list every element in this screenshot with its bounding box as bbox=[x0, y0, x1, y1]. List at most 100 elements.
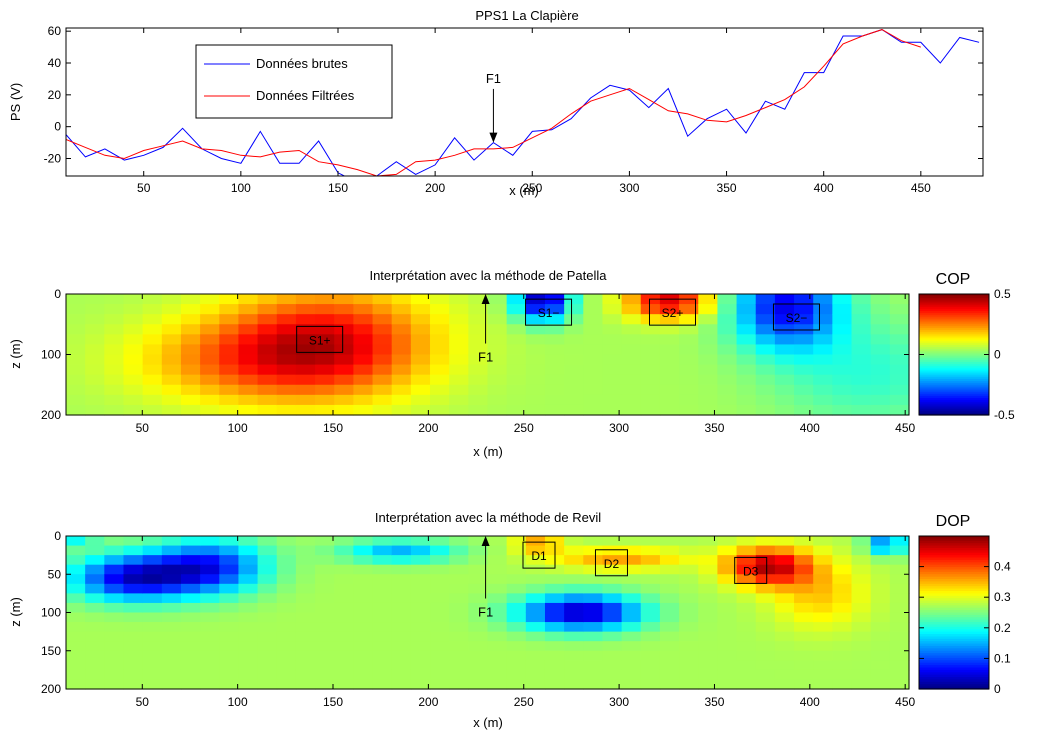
heatmap-cell bbox=[717, 583, 738, 594]
heatmap-cell bbox=[889, 622, 910, 633]
heatmap-cell bbox=[180, 612, 201, 623]
heatmap-cell bbox=[736, 612, 757, 623]
heatmap-cell bbox=[851, 564, 872, 575]
heatmap-cell bbox=[774, 660, 795, 671]
heatmap-cell bbox=[832, 536, 853, 547]
heatmap-cell bbox=[334, 384, 354, 396]
heatmap-cell bbox=[315, 354, 335, 366]
heatmap-cell bbox=[640, 631, 661, 642]
heatmap-cell bbox=[219, 294, 240, 305]
heatmap-cell bbox=[640, 574, 661, 585]
heatmap-cell bbox=[123, 641, 144, 652]
heatmap-cell bbox=[602, 384, 623, 396]
heatmap-cell bbox=[372, 374, 393, 386]
heatmap-cell bbox=[755, 602, 776, 614]
heatmap-cell bbox=[161, 583, 182, 594]
heatmap-cell bbox=[391, 344, 412, 356]
heatmap-cell bbox=[774, 374, 795, 386]
heatmap-cell bbox=[659, 384, 680, 396]
heatmap-cell bbox=[813, 304, 833, 315]
heatmap-cell bbox=[564, 564, 584, 575]
heatmap-cell bbox=[640, 324, 661, 335]
heatmap-cell bbox=[564, 583, 584, 594]
colorbar-step bbox=[919, 567, 989, 571]
x-tick-label: 150 bbox=[328, 181, 348, 195]
heatmap-cell bbox=[449, 555, 469, 566]
heatmap-cell bbox=[200, 631, 220, 642]
heatmap-cell bbox=[851, 384, 872, 396]
heatmap-cell bbox=[180, 364, 201, 376]
heatmap-cell bbox=[889, 384, 910, 396]
heatmap-cell bbox=[813, 324, 833, 335]
colorbar-step bbox=[919, 629, 989, 633]
heatmap-cell bbox=[238, 344, 259, 356]
heatmap-cell bbox=[161, 384, 182, 396]
heatmap-cell bbox=[200, 364, 220, 376]
heatmap-cell bbox=[736, 555, 757, 566]
heatmap-cell bbox=[813, 612, 833, 623]
heatmap-cell bbox=[851, 631, 872, 642]
heatmap-cell bbox=[564, 324, 584, 335]
heatmap-cell bbox=[200, 324, 220, 335]
heatmap-cell bbox=[430, 574, 450, 585]
colorbar-step bbox=[919, 588, 989, 592]
colorbar-step bbox=[919, 405, 989, 409]
heatmap-cell bbox=[851, 602, 872, 614]
heatmap-cell bbox=[487, 364, 508, 376]
heatmap-cell bbox=[487, 344, 508, 356]
heatmap-cell bbox=[506, 314, 527, 325]
heatmap-cell bbox=[679, 564, 699, 575]
heatmap-cell bbox=[487, 631, 508, 642]
heatmap-cell bbox=[334, 564, 354, 575]
heatmap-cell bbox=[813, 555, 833, 566]
heatmap-cell bbox=[602, 622, 623, 633]
heatmap-cell bbox=[334, 602, 354, 614]
cop-colorbar: -0.5 0 0.5 bbox=[918, 287, 1015, 422]
heatmap-cell bbox=[774, 631, 795, 642]
heatmap-cell bbox=[659, 354, 680, 366]
heatmap-cell bbox=[353, 304, 374, 315]
heatmap-cell bbox=[794, 536, 814, 547]
heatmap-cell bbox=[334, 641, 354, 652]
heatmap-cell bbox=[430, 314, 450, 325]
heatmap-cell bbox=[602, 669, 623, 681]
anomaly-label: S2− bbox=[786, 311, 808, 325]
colorbar-step bbox=[919, 672, 989, 676]
patella-anomaly-labels: S1+ S1− S2+ S2− bbox=[296, 298, 820, 353]
colorbar-step bbox=[919, 324, 989, 327]
heatmap-cell bbox=[410, 364, 431, 376]
heatmap-cell bbox=[717, 650, 738, 661]
heatmap-cell bbox=[525, 650, 546, 661]
heatmap-cell bbox=[66, 384, 86, 396]
heatmap-cell bbox=[774, 555, 795, 566]
heatmap-cell bbox=[161, 669, 182, 681]
heatmap-cell bbox=[257, 334, 278, 346]
heatmap-cell bbox=[544, 564, 565, 575]
heatmap-cell bbox=[487, 394, 508, 406]
colorbar-step bbox=[919, 386, 989, 390]
heatmap-cell bbox=[161, 545, 182, 556]
heatmap-cell bbox=[717, 304, 738, 315]
heatmap-cell bbox=[506, 354, 527, 366]
heatmap-cell bbox=[219, 314, 240, 325]
heatmap-cell bbox=[544, 669, 565, 681]
colorbar-step bbox=[919, 605, 989, 609]
heatmap-cell bbox=[238, 679, 259, 690]
heatmap-cell bbox=[85, 364, 105, 376]
heatmap-cell bbox=[257, 641, 278, 652]
colorbar-step bbox=[919, 622, 989, 626]
heatmap-cell bbox=[334, 344, 354, 356]
x-tick-label: 350 bbox=[704, 421, 724, 435]
heatmap-cell bbox=[564, 574, 584, 585]
heatmap-cell bbox=[794, 583, 814, 594]
colorbar-step bbox=[919, 294, 989, 297]
heatmap-cell bbox=[315, 679, 335, 690]
colorbar-step bbox=[919, 638, 989, 642]
heatmap-cell bbox=[161, 679, 182, 690]
heatmap-cell bbox=[372, 574, 393, 585]
heatmap-cell bbox=[755, 294, 776, 305]
heatmap-cell bbox=[85, 631, 105, 642]
heatmap-cell bbox=[353, 384, 374, 396]
heatmap-cell bbox=[238, 641, 259, 652]
heatmap-cell bbox=[755, 679, 776, 690]
